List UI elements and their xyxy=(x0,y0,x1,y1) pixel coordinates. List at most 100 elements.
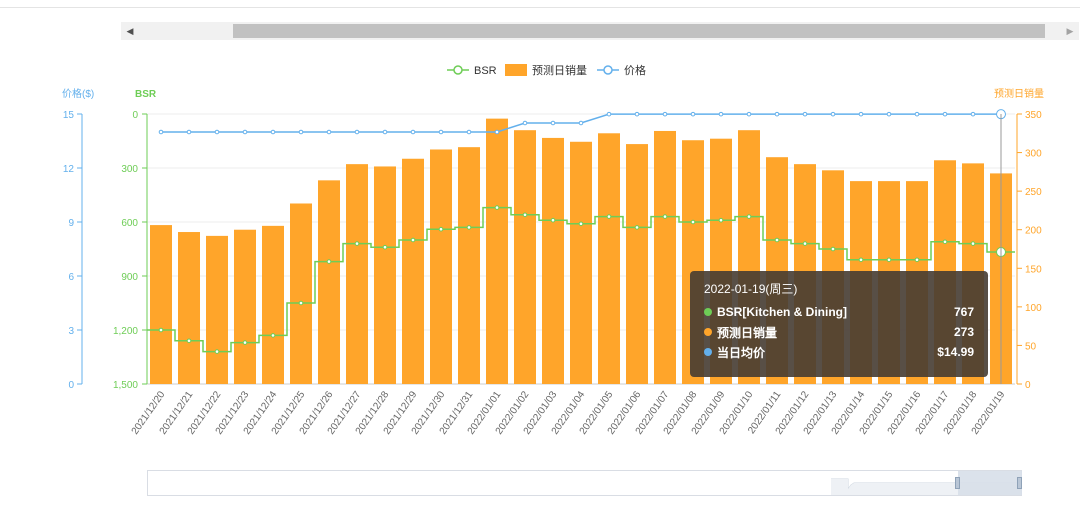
bsr-point xyxy=(830,246,836,252)
sales-bar xyxy=(486,118,508,384)
sales-bar xyxy=(150,225,172,384)
tooltip-value: 767 xyxy=(953,305,974,319)
price-point xyxy=(326,129,332,135)
price-dot-icon xyxy=(704,348,712,356)
sales-tick-label: 50 xyxy=(1025,341,1037,352)
bsr-point xyxy=(606,214,612,219)
sales-bar xyxy=(262,225,284,384)
tooltip-value: $14.99 xyxy=(937,345,974,359)
bsr-point xyxy=(354,241,360,246)
data-zoom-slider[interactable] xyxy=(147,470,1022,496)
tooltip-label: 预测日销量 xyxy=(717,325,778,340)
sales-bar xyxy=(234,229,256,384)
sales-dot-icon xyxy=(704,328,712,336)
sales-bar xyxy=(458,147,480,384)
bsr-point xyxy=(578,221,584,227)
price-point xyxy=(802,111,808,117)
bsr-tick-label: 0 xyxy=(132,110,138,121)
price-point xyxy=(494,129,500,135)
price-point xyxy=(830,111,836,117)
price-point xyxy=(214,129,220,135)
bsr-point xyxy=(438,226,444,232)
bsr-tick-label: 1,500 xyxy=(113,380,138,391)
bsr-dot-icon xyxy=(704,308,712,316)
legend-label: 价格 xyxy=(624,63,646,77)
sales-bar xyxy=(626,144,648,384)
bsr-point xyxy=(494,205,500,210)
price-point xyxy=(438,129,444,135)
sales-bar xyxy=(290,203,312,384)
bsr-point xyxy=(662,214,668,219)
bsr-point xyxy=(634,225,640,230)
scroll-left-icon[interactable]: ◀ xyxy=(126,26,134,36)
price-point xyxy=(578,120,584,126)
sales-bar xyxy=(542,137,564,384)
sales-tick-label: 250 xyxy=(1025,187,1042,198)
chart-tooltip: 2022-01-19(周三) BSR[Kitchen & Dining] 767… xyxy=(690,271,988,377)
bsr-tick-label: 300 xyxy=(121,164,138,175)
sales-tick-label: 100 xyxy=(1025,303,1042,314)
tooltip-value: 273 xyxy=(953,325,974,339)
bsr-point xyxy=(214,349,220,354)
bsr-point xyxy=(942,239,948,245)
sales-bar xyxy=(318,180,340,384)
bsr-point xyxy=(774,237,780,243)
bsr-tick-label: 900 xyxy=(121,272,138,283)
price-point xyxy=(746,111,752,117)
price-point xyxy=(914,111,920,117)
price-point xyxy=(606,111,612,117)
zoom-preview-sparkline xyxy=(831,478,1021,495)
bsr-point xyxy=(466,225,472,230)
bsr-point xyxy=(858,257,864,263)
bsr-point xyxy=(522,212,528,218)
tooltip-row-price: 当日均价 $14.99 xyxy=(704,342,974,362)
bsr-point xyxy=(410,237,416,243)
price-point xyxy=(186,129,192,135)
bsr-point xyxy=(802,241,808,246)
sales-bar xyxy=(598,133,620,384)
sales-bar xyxy=(346,164,368,384)
sales-tick-label: 0 xyxy=(1025,380,1031,391)
price-tick-label: 6 xyxy=(68,272,74,283)
sales-bar xyxy=(402,158,424,384)
tooltip-label: BSR[Kitchen & Dining] xyxy=(717,305,847,319)
horizontal-scrollbar[interactable]: ◀ ▶ xyxy=(121,22,1079,40)
price-tick-label: 3 xyxy=(68,326,74,337)
sales-tick-label: 350 xyxy=(1025,110,1042,121)
bsr-point xyxy=(186,338,192,344)
price-point xyxy=(690,111,696,117)
bsr-point xyxy=(298,300,304,306)
zoom-handle-right[interactable] xyxy=(1017,477,1022,489)
price-point xyxy=(774,111,780,117)
zoom-handle-left[interactable] xyxy=(955,477,960,489)
scrollbar-thumb[interactable] xyxy=(233,24,1045,38)
bsr-tick-label: 1,200 xyxy=(113,326,138,337)
bsr-point xyxy=(242,340,248,345)
price-point xyxy=(886,111,892,117)
legend-circle-icon xyxy=(453,65,463,75)
sales-tick-label: 300 xyxy=(1025,149,1042,160)
price-point xyxy=(158,129,164,135)
bsr-point xyxy=(382,244,388,250)
bsr-tick-label: 600 xyxy=(121,218,138,229)
price-point xyxy=(522,120,528,126)
bsr-axis-title: BSR xyxy=(135,89,157,100)
bsr-point xyxy=(746,214,752,219)
price-tick-label: 0 xyxy=(68,380,74,391)
scroll-right-icon[interactable]: ▶ xyxy=(1066,26,1074,36)
sales-axis-title: 预测日销量 xyxy=(994,87,1044,100)
price-point xyxy=(410,129,416,135)
price-point xyxy=(718,111,724,117)
sales-tick-label: 200 xyxy=(1025,226,1042,237)
price-point xyxy=(298,129,304,135)
sales-bar xyxy=(430,149,452,384)
price-point xyxy=(970,111,976,117)
legend-label: 预测日销量 xyxy=(532,63,587,77)
legend-label: BSR xyxy=(474,65,497,77)
zoom-selection[interactable] xyxy=(958,471,1022,495)
tooltip-label: 当日均价 xyxy=(717,345,766,360)
legend-swatch-icon xyxy=(505,64,527,76)
price-point xyxy=(270,129,276,135)
price-tick-label: 12 xyxy=(63,164,75,175)
